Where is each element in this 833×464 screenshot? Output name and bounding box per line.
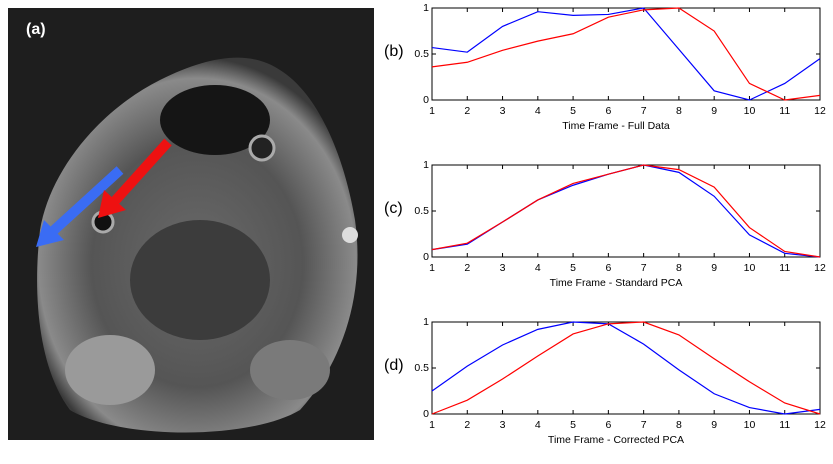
x-tick-label: 6 [605,105,611,117]
x-tick-label: 11 [779,419,790,431]
x-tick-label: 3 [500,419,506,431]
x-tick-label: 1 [429,262,435,274]
x-tick-label: 1 [429,105,435,117]
x-axis-label: Time Frame - Corrected PCA [548,434,684,446]
x-tick-label: 4 [535,262,541,274]
x-tick-label: 12 [814,262,826,274]
panel-label: (c) [384,200,403,217]
arrow-shaft [110,138,172,206]
axes-box [431,321,821,415]
x-tick-label: 10 [744,419,756,431]
arrow-head [36,220,64,247]
x-tick-label: 10 [744,105,756,117]
mri-image: (a) [8,8,374,440]
x-axis-label: Time Frame - Standard PCA [550,277,683,289]
x-tick-label: 6 [605,419,611,431]
muscle [65,335,155,405]
muscle [250,340,330,400]
spine-region [130,220,270,340]
arrow-head [98,190,126,218]
x-tick-label: 2 [464,419,470,431]
data-line [431,321,821,415]
x-tick-label: 3 [500,262,506,274]
data-line [431,7,821,101]
y-tick-label: 0.5 [414,205,429,217]
x-tick-label: 8 [676,105,682,117]
airway [160,85,270,155]
x-tick-label: 4 [535,419,541,431]
x-tick-label: 12 [814,419,826,431]
x-tick-label: 11 [779,262,790,274]
x-tick-label: 8 [676,262,682,274]
vessel [342,227,358,243]
data-line [431,321,821,415]
x-tick-label: 11 [779,105,790,117]
data-line [431,164,821,258]
vessel [248,134,276,162]
x-tick-label: 5 [570,262,576,274]
x-tick-label: 1 [429,419,435,431]
x-tick-label: 4 [535,105,541,117]
y-tick-label: 1 [423,2,429,14]
panel-label: (b) [384,43,404,60]
x-tick-label: 2 [464,105,470,117]
axes-box [431,164,821,258]
x-tick-label: 7 [641,419,647,431]
x-tick-label: 5 [570,419,576,431]
y-tick-label: 0 [423,251,429,263]
y-tick-label: 1 [423,316,429,328]
y-tick-label: 0 [423,94,429,106]
x-tick-label: 9 [711,105,717,117]
x-tick-label: 9 [711,419,717,431]
x-tick-label: 5 [570,105,576,117]
x-tick-label: 3 [500,105,506,117]
x-axis-label: Time Frame - Full Data [562,120,670,132]
image-label: (a) [26,21,46,38]
arrow-shaft [48,166,124,236]
x-tick-label: 10 [744,262,756,274]
x-tick-label: 7 [641,262,647,274]
y-tick-label: 0.5 [414,362,429,374]
y-tick-label: 1 [423,159,429,171]
y-tick-label: 0.5 [414,48,429,60]
data-line [431,7,821,101]
x-tick-label: 7 [641,105,647,117]
y-tick-label: 0 [423,408,429,420]
x-tick-label: 2 [464,262,470,274]
x-tick-label: 6 [605,262,611,274]
x-tick-label: 8 [676,419,682,431]
x-tick-label: 12 [814,105,826,117]
panel-label: (d) [384,357,404,374]
x-tick-label: 9 [711,262,717,274]
